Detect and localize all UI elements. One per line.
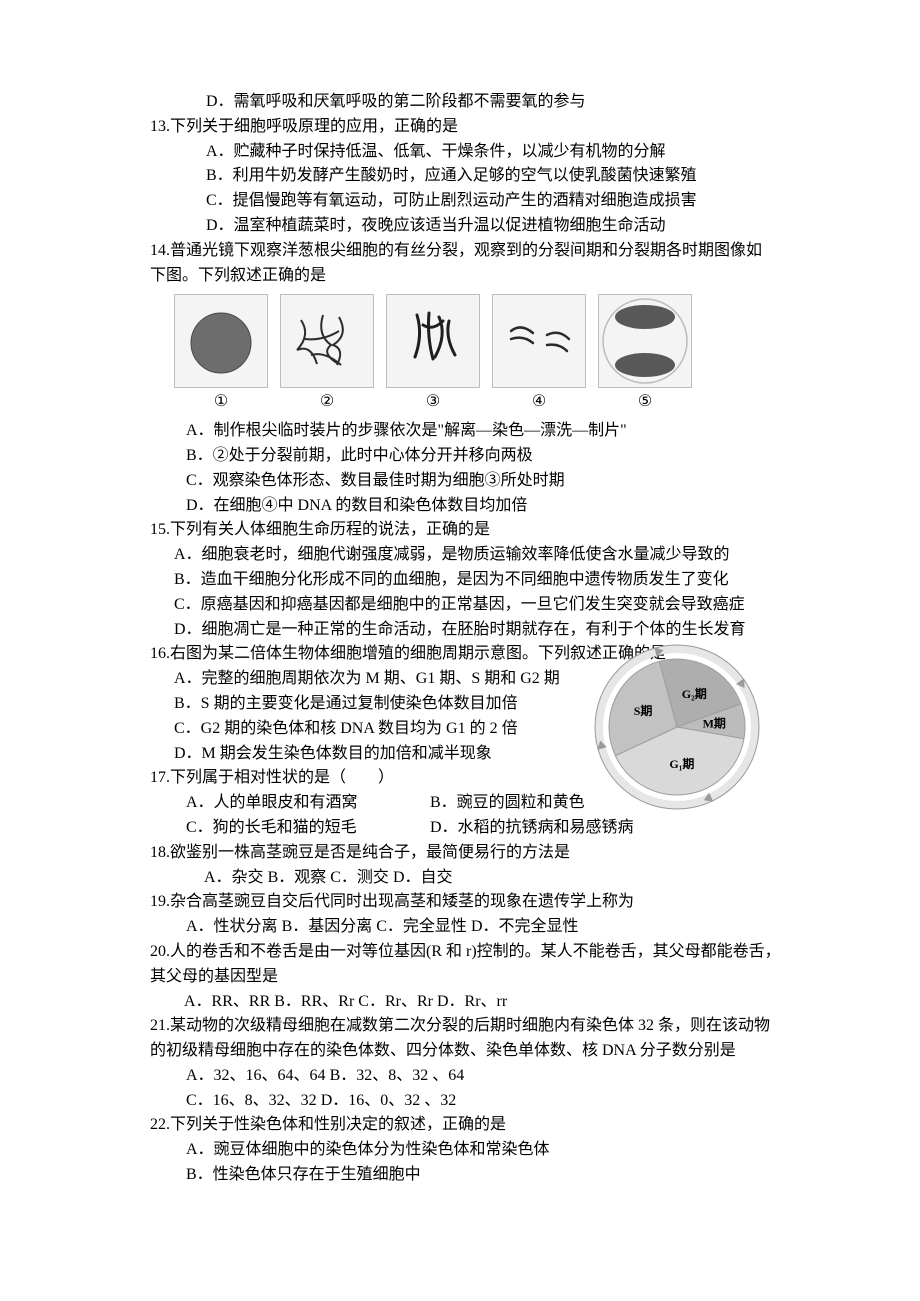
q18-option-a: A．杂交 bbox=[204, 869, 264, 886]
q20-stem-line1: 20.人的卷舌和不卷舌是由一对等位基因(R 和 r)控制的。某人不能卷舌，其父母… bbox=[78, 940, 842, 965]
q20-option-d: D．Rr、rr bbox=[437, 993, 507, 1010]
q19-option-a: A．性状分离 bbox=[186, 918, 278, 935]
q15-option-b: B．造血干细胞分化形成不同的血细胞，是因为不同细胞中遗传物质发生了变化 bbox=[78, 568, 842, 593]
q12-option-d: D．需氧呼吸和厌氧呼吸的第二阶段都不需要氧的参与 bbox=[78, 90, 842, 115]
cell-image-3 bbox=[386, 294, 480, 388]
q20-option-c: C．Rr、Rr bbox=[358, 993, 433, 1010]
q14-label-4: ④ bbox=[492, 390, 586, 415]
q22-option-b: B．性染色体只存在于生殖细胞中 bbox=[78, 1163, 842, 1188]
q17-option-a: A．人的单眼皮和有酒窝 bbox=[186, 791, 426, 816]
q14-label-2: ② bbox=[280, 390, 374, 415]
svg-text:G₂期: G₂期 bbox=[682, 686, 707, 701]
q21-option-c: C．16、8、32、32 bbox=[186, 1092, 317, 1109]
q19-option-c: C．完全显性 bbox=[376, 918, 467, 935]
cell-image-2 bbox=[280, 294, 374, 388]
q14-option-b: B．②处于分裂前期，此时中心体分开并移向两极 bbox=[78, 444, 842, 469]
q19-stem: 19.杂合高茎豌豆自交后代同时出现高茎和矮茎的现象在遗传学上称为 bbox=[78, 890, 842, 915]
q20-option-a: A．RR、RR bbox=[184, 993, 270, 1010]
q21-stem-line2: 的初级精母细胞中存在的染色体数、四分体数、染色单体数、核 DNA 分子数分别是 bbox=[78, 1039, 842, 1064]
q14-stem-line2: 下图。下列叙述正确的是 bbox=[78, 264, 842, 289]
q14-cell-images bbox=[174, 294, 842, 388]
q15-option-a: A．细胞衰老时，细胞代谢强度减弱，是物质运输效率降低使含水量减少导致的 bbox=[78, 543, 842, 568]
q20-stem-line2: 其父母的基因型是 bbox=[78, 965, 842, 990]
q21-option-d: D．16、0、32 、32 bbox=[321, 1092, 457, 1109]
q14-label-3: ③ bbox=[386, 390, 480, 415]
cell-image-5 bbox=[598, 294, 692, 388]
q13-option-b: B．利用牛奶发酵产生酸奶时，应通入足够的空气以使乳酸菌快速繁殖 bbox=[78, 164, 842, 189]
cell-image-4 bbox=[492, 294, 586, 388]
q14-image-labels: ① ② ③ ④ ⑤ bbox=[174, 390, 842, 415]
q19-option-d: D．不完全显性 bbox=[471, 918, 579, 935]
q13-option-d: D．温室种植蔬菜时，夜晚应该适当升温以促进植物细胞生命活动 bbox=[78, 214, 842, 239]
svg-text:G₁期: G₁期 bbox=[669, 756, 694, 771]
q14-stem-line1: 14.普通光镜下观察洋葱根尖细胞的有丝分裂，观察到的分裂间期和分裂期各时期图像如 bbox=[78, 239, 842, 264]
q21-option-a: A．32、16、64、64 bbox=[186, 1067, 326, 1084]
q15-stem: 15.下列有关人体细胞生命历程的说法，正确的是 bbox=[78, 518, 842, 543]
svg-text:S期: S期 bbox=[634, 704, 653, 719]
q20-option-b: B．RR、Rr bbox=[274, 993, 354, 1010]
q22-stem: 22.下列关于性染色体和性别决定的叙述，正确的是 bbox=[78, 1113, 842, 1138]
svg-text:M期: M期 bbox=[703, 716, 726, 731]
q17-option-c: C．狗的长毛和猫的短毛 bbox=[186, 816, 426, 841]
q15-option-c: C．原癌基因和抑癌基因都是细胞中的正常基因，一旦它们发生突变就会导致癌症 bbox=[78, 593, 842, 618]
q22-option-a: A．豌豆体细胞中的染色体分为性染色体和常染色体 bbox=[78, 1138, 842, 1163]
q14-label-1: ① bbox=[174, 390, 268, 415]
q13-option-a: A．贮藏种子时保持低温、低氧、干燥条件，以减少有机物的分解 bbox=[78, 140, 842, 165]
q14-option-a: A．制作根尖临时装片的步骤依次是"解离—染色—漂洗—制片" bbox=[78, 419, 842, 444]
cell-image-1 bbox=[174, 294, 268, 388]
q19-option-b: B．基因分离 bbox=[282, 918, 373, 935]
q15-option-d: D．细胞凋亡是一种正常的生命活动，在胚胎时期就存在，有利于个体的生长发育 bbox=[78, 618, 842, 643]
q14-label-5: ⑤ bbox=[598, 390, 692, 415]
q18-option-d: D．自交 bbox=[393, 869, 453, 886]
q14-option-d: D．在细胞④中 DNA 的数目和染色体数目均加倍 bbox=[78, 494, 842, 519]
q17-option-d: D．水稻的抗锈病和易感锈病 bbox=[430, 816, 634, 841]
q18-option-b: B．观察 bbox=[268, 869, 327, 886]
q17-option-b: B．豌豆的圆粒和黄色 bbox=[430, 791, 585, 816]
q21-stem-line1: 21.某动物的次级精母细胞在减数第二次分裂的后期时细胞内有染色体 32 条，则在… bbox=[78, 1014, 842, 1039]
q13-stem: 13.下列关于细胞呼吸原理的应用，正确的是 bbox=[78, 115, 842, 140]
q21-option-b: B．32、8、32 、64 bbox=[330, 1067, 465, 1084]
q18-stem: 18.欲鉴别一株高茎豌豆是否是纯合子，最简便易行的方法是 bbox=[78, 841, 842, 866]
cell-cycle-diagram: M期 G₁期 S期 G₂期 bbox=[592, 642, 762, 812]
q13-option-c: C．提倡慢跑等有氧运动，可防止剧烈运动产生的酒精对细胞造成损害 bbox=[78, 189, 842, 214]
q18-option-c: C．测交 bbox=[330, 869, 389, 886]
q14-option-c: C．观察染色体形态、数目最佳时期为细胞③所处时期 bbox=[78, 469, 842, 494]
